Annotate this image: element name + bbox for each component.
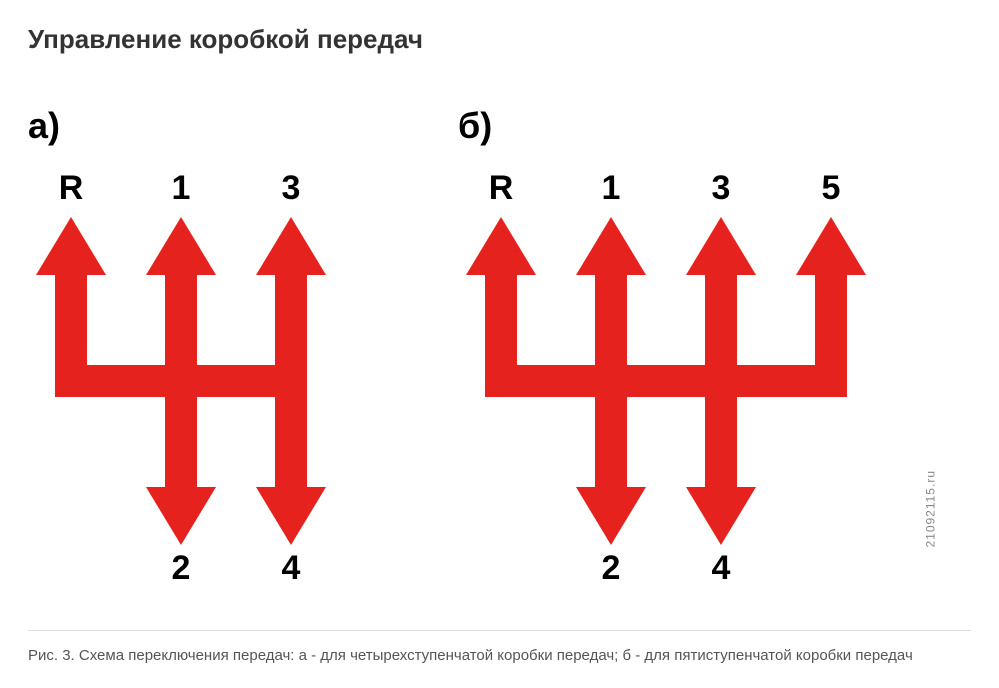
panel-b-label: б)	[458, 105, 908, 147]
arrow-head-up	[466, 217, 536, 275]
arrow-head-down	[686, 487, 756, 545]
gear-label-bottom: 4	[282, 549, 301, 585]
panel-b-diagram: R 1 2 3 4 5	[458, 165, 908, 585]
gear-label-top: R	[59, 169, 84, 207]
panel-a-diagram: R 1 2 3 4	[28, 165, 368, 585]
arrow-stem-down	[275, 365, 307, 488]
arrow-head-down	[256, 487, 326, 545]
figure-caption: Рис. 3. Схема переключения передач: а - …	[28, 630, 971, 664]
gear-label-top: 3	[282, 169, 301, 207]
panel-b: б) R12345 21092115.ru	[458, 105, 908, 590]
panel-a-label: а)	[28, 105, 368, 147]
gear-label-top: 3	[712, 169, 731, 207]
gear-label-top: 1	[602, 169, 621, 207]
gear-label-top: 5	[822, 169, 841, 207]
crossbar	[485, 365, 847, 397]
arrow-head-up	[686, 217, 756, 275]
arrow-stem-down	[165, 365, 197, 488]
arrow-stem-down	[705, 365, 737, 488]
watermark: 21092115.ru	[924, 470, 938, 548]
gear-label-bottom: 2	[602, 549, 621, 585]
arrow-head-up	[796, 217, 866, 275]
diagram-panels: а) R 1 2 3 4 б) R 1 2 3 4 5 21092115.ru	[28, 105, 971, 590]
arrow-head-up	[36, 217, 106, 275]
panel-a: а) R 1 2 3 4	[28, 105, 368, 590]
gear-label-top: 1	[172, 169, 191, 207]
arrow-stem-down	[595, 365, 627, 488]
arrow-head-up	[146, 217, 216, 275]
arrow-stem-up	[55, 274, 87, 397]
arrow-head-up	[576, 217, 646, 275]
gear-label-top: R	[489, 169, 514, 207]
page-title: Управление коробкой передач	[28, 24, 971, 55]
arrow-head-down	[146, 487, 216, 545]
gear-label-bottom: 2	[172, 549, 191, 585]
arrow-head-up	[256, 217, 326, 275]
arrow-head-down	[576, 487, 646, 545]
arrow-stem-up	[815, 274, 847, 397]
gear-label-bottom: 4	[712, 549, 731, 585]
arrow-stem-up	[485, 274, 517, 397]
